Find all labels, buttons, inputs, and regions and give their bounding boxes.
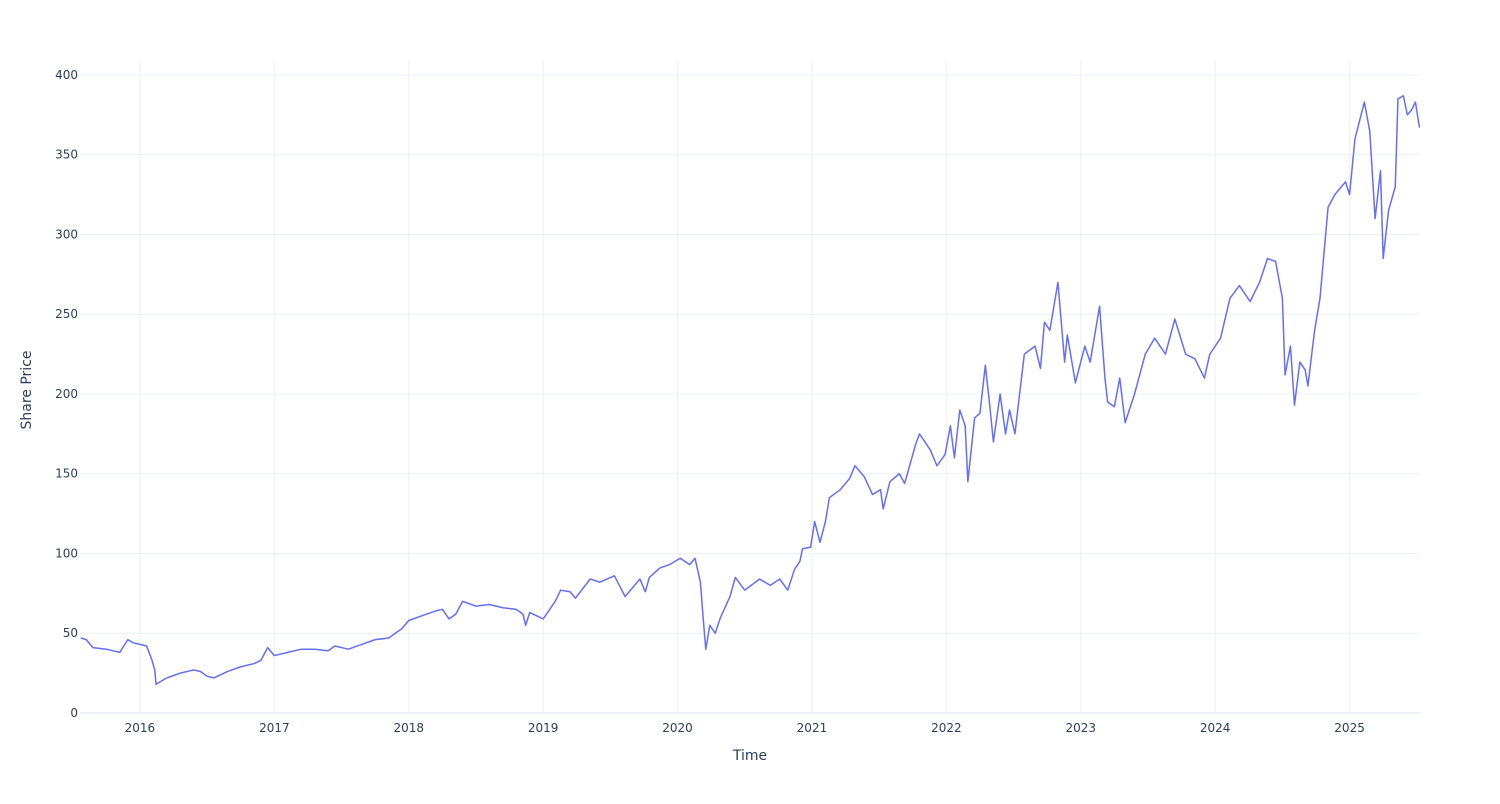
y-tick-label: 400	[55, 68, 78, 82]
x-tick-label: 2022	[931, 721, 962, 735]
price-line	[80, 94, 1421, 686]
y-axis-title: Share Price	[19, 350, 35, 429]
y-tick-label: 0	[70, 706, 78, 720]
y-tick-label: 100	[55, 546, 78, 560]
x-tick-label: 2024	[1200, 721, 1231, 735]
x-tick-label: 2023	[1065, 721, 1096, 735]
x-tick-label: 2017	[259, 721, 290, 735]
y-tick-label: 250	[55, 307, 78, 321]
x-tick-label: 2018	[393, 721, 424, 735]
x-tick-label: 2021	[797, 721, 828, 735]
y-tick-label: 350	[55, 148, 78, 162]
x-tick-label: 2025	[1334, 721, 1365, 735]
y-tick-label: 300	[55, 227, 78, 241]
y-tick-label: 150	[55, 467, 78, 481]
x-tick-label: 2020	[662, 721, 693, 735]
x-axis-title: Time	[732, 748, 767, 764]
y-tick-label: 200	[55, 387, 78, 401]
x-tick-label: 2016	[125, 721, 156, 735]
x-tick-label: 2019	[528, 721, 559, 735]
y-tick-label: 50	[63, 626, 78, 640]
grid	[80, 60, 1420, 714]
